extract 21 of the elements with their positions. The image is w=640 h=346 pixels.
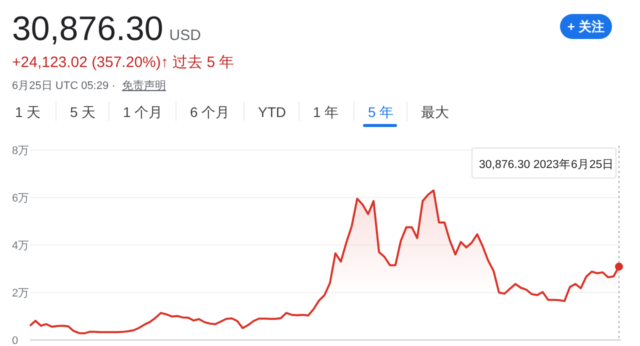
y-tick-label: 4万 [12, 240, 30, 252]
text: 6月25日 UTC 05:29 · [12, 80, 116, 92]
text: 免责声明 [122, 79, 166, 92]
text: 最大 [421, 104, 449, 120]
text: +24,123.02 (357.20%)↑ 过去 5 年 [12, 54, 234, 71]
text: 1 个月 [123, 104, 163, 120]
y-tick-label: 0 [12, 335, 18, 346]
text: 1 年 [313, 104, 339, 120]
text: 6 个月 [190, 104, 230, 120]
text: 5 年 [368, 104, 394, 120]
text: + 关注 [567, 19, 605, 34]
y-tick-label: 8万 [12, 145, 30, 157]
text: 5 天 [70, 104, 96, 120]
tooltip: 30,876.30 2023年6月25日 [472, 148, 616, 178]
annotation: 30,876.30 2023年6月25日 [479, 158, 614, 171]
text: 1 天 [15, 104, 41, 120]
text: YTD [258, 104, 286, 120]
y-tick-label: 2万 [12, 288, 30, 300]
y-tick-label: 6万 [12, 192, 30, 204]
chart-title: 30,876.30 [12, 10, 164, 48]
text: USD [169, 27, 202, 44]
